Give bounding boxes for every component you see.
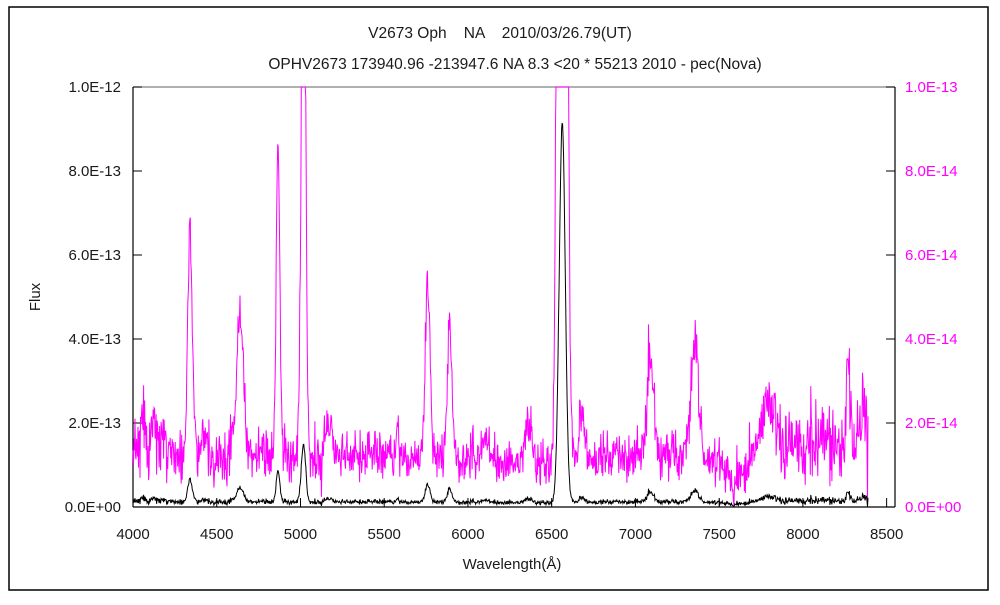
- y-axis-label-flux: Flux: [27, 282, 44, 311]
- x-tick-label: 4500: [200, 526, 233, 543]
- y-left-tick-label: 4.0E-13: [68, 331, 121, 348]
- x-tick-label: 7500: [702, 526, 735, 543]
- y-left-tick-label: 6.0E-13: [68, 247, 121, 264]
- y-right-tick-label: 6.0E-14: [905, 247, 958, 264]
- chart-title-line2: OPHV2673 173940.96 -213947.6 NA 8.3 <20 …: [268, 56, 761, 73]
- spectrum-line-black: [132, 122, 869, 508]
- y-axis-left-ticks: 0.0E+00 2.0E-13 4.0E-13 6.0E-13 8.0E-13 1.0E-…: [65, 79, 142, 516]
- y-right-tick-label: 2.0E-14: [905, 415, 958, 432]
- y-axis-right-ticks: 0.0E+00 2.0E-14 4.0E-14 6.0E-14 8.0E-14 1.0E-…: [886, 79, 961, 516]
- x-tick-label: 6000: [451, 526, 484, 543]
- x-tick-label: 5000: [284, 526, 317, 543]
- x-axis-ticks: 4000 4500 5000 5500 6000 6500 7000 7500 8000 8500: [116, 498, 903, 543]
- x-tick-label: 7000: [619, 526, 652, 543]
- y-left-tick-label: 0.0E+00: [65, 499, 121, 516]
- y-right-tick-label: 0.0E+00: [905, 499, 961, 516]
- y-left-tick-label: 1.0E-12: [68, 79, 121, 96]
- y-left-tick-label: 2.0E-13: [68, 415, 121, 432]
- y-right-tick-label: 8.0E-14: [905, 163, 958, 180]
- outer-border: [8, 6, 989, 591]
- plot-frame: [132, 86, 896, 508]
- y-left-tick-label: 8.0E-13: [68, 163, 121, 180]
- x-axis-label-wavelength: Wavelength(Å): [463, 556, 562, 573]
- x-tick-label: 8500: [870, 526, 903, 543]
- spectrum-line-zoomed-magenta: [132, 86, 869, 506]
- x-tick-label: 5500: [368, 526, 401, 543]
- y-right-tick-label: 1.0E-13: [905, 79, 958, 96]
- x-tick-label: 6500: [535, 526, 568, 543]
- x-tick-label: 4000: [116, 526, 149, 543]
- x-tick-label: 8000: [786, 526, 819, 543]
- chart-title-line1: V2673 Oph NA 2010/03/26.79(UT): [368, 25, 632, 42]
- y-right-tick-label: 4.0E-14: [905, 331, 958, 348]
